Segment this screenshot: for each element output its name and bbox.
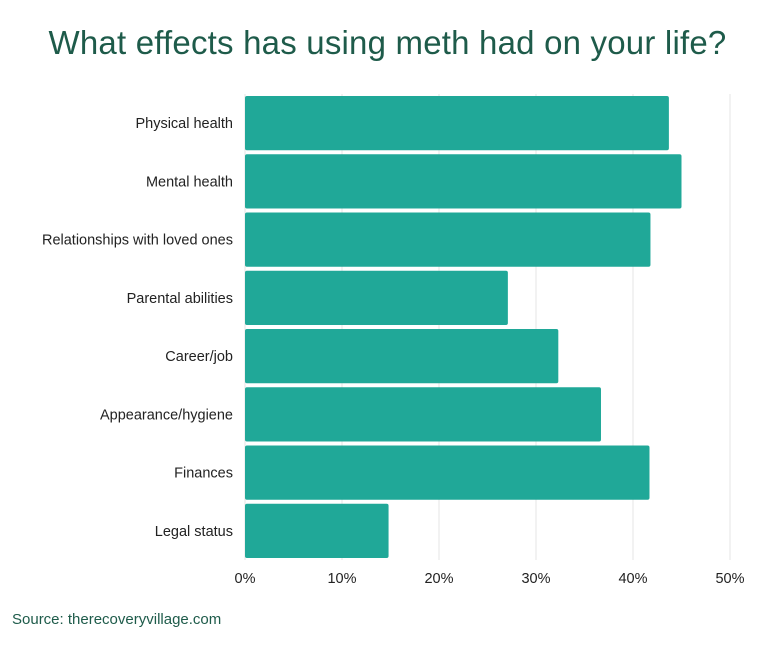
bar <box>245 270 508 325</box>
category-label: Legal status <box>155 524 233 540</box>
tick-labels: 0% 10% 20% 30% 40% 50% <box>235 571 745 587</box>
category-label: Appearance/hygiene <box>100 407 233 423</box>
bars <box>245 96 682 558</box>
category-label: Parental abilities <box>127 291 233 307</box>
category-label: Relationships with loved ones <box>42 233 233 249</box>
category-labels: Physical health Mental health Relationship… <box>42 116 233 540</box>
tick-label: 30% <box>521 571 550 587</box>
category-label: Mental health <box>146 174 233 190</box>
tick-label: 50% <box>715 571 744 587</box>
bar <box>245 445 650 500</box>
category-label: Finances <box>174 466 233 482</box>
category-label: Physical health <box>135 116 233 132</box>
bar <box>245 387 601 442</box>
bar <box>245 503 389 558</box>
bar <box>245 96 669 151</box>
source-note: Source: therecoveryvillage.com <box>12 611 222 628</box>
bar <box>245 329 559 384</box>
tick-label: 20% <box>424 571 453 587</box>
chart-title: What effects has using meth had on your … <box>48 24 727 61</box>
bar <box>245 212 651 267</box>
tick-label: 40% <box>618 571 647 587</box>
tick-label: 0% <box>235 571 256 587</box>
category-label: Career/job <box>165 349 233 365</box>
tick-label: 10% <box>327 571 356 587</box>
bar <box>245 154 682 209</box>
bar-chart: Physical health Mental health Relationship… <box>42 94 745 587</box>
